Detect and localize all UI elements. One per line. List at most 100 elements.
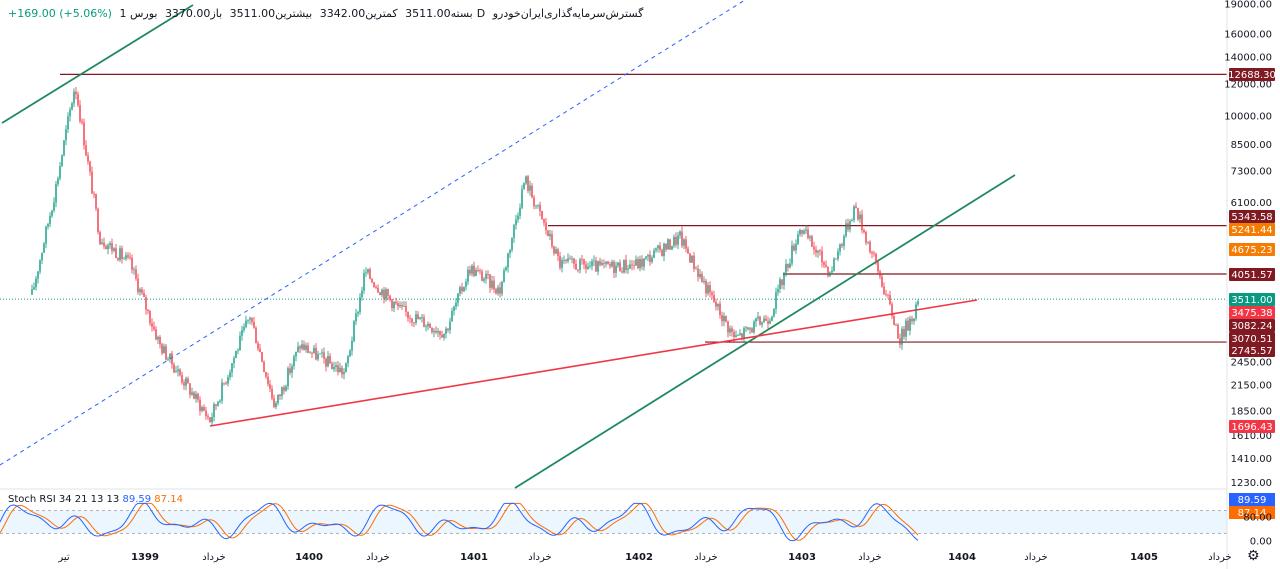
x-tick-label: خرداد: [366, 552, 389, 563]
candle-body: [157, 336, 159, 340]
candle-body: [737, 335, 739, 337]
candle-body: [283, 387, 285, 391]
candle-body: [73, 91, 75, 104]
candle-body: [661, 249, 663, 256]
candle-body: [85, 145, 87, 156]
candle-body: [675, 236, 677, 245]
candle-body: [353, 321, 355, 342]
price-label-text: 4051.57: [1231, 270, 1272, 281]
candle-body: [189, 383, 191, 395]
candle-body: [205, 410, 207, 417]
indicator-params: 34 21 13 13: [58, 494, 120, 505]
candle-body: [371, 278, 373, 283]
price-axis[interactable]: 19000.00 16000.00 14000.00 12000.00 10000.00…: [1224, 0, 1272, 569]
candle-body: [767, 320, 769, 324]
candle-body: [59, 166, 61, 179]
green-top-trendline[interactable]: [1, 4, 194, 124]
x-tick-label: خرداد: [1208, 552, 1231, 563]
candle-body: [345, 363, 347, 372]
candle-body: [485, 274, 487, 279]
candle-body: [145, 297, 147, 310]
candle-body: [813, 246, 815, 250]
candle-body: [229, 372, 231, 378]
candle-body: [33, 287, 35, 290]
candle-body: [361, 290, 363, 298]
candle-body: [657, 245, 659, 249]
candle-body: [677, 235, 679, 245]
candle-body: [277, 394, 279, 404]
red-support-trendline[interactable]: [209, 299, 978, 427]
candle-body: [207, 416, 209, 418]
candle-body: [217, 401, 219, 406]
symbol-name[interactable]: گسترش‌سرمایه‌گذاری‌ایران‌خودرو: [492, 7, 644, 20]
candle-body: [429, 323, 431, 328]
x-tick-label: خرداد: [1024, 552, 1047, 563]
green-rising-trendline[interactable]: [514, 174, 1016, 489]
price-label-badge: [1229, 223, 1275, 236]
candle-body: [35, 278, 37, 288]
candle-body: [179, 369, 181, 376]
candle-body: [633, 265, 635, 267]
candle-body: [63, 140, 65, 156]
candle-body: [803, 230, 805, 234]
candle-body: [483, 278, 485, 281]
candle-body: [795, 243, 797, 251]
candle-body: [643, 258, 645, 267]
change-text: +169.00 (+5.06%): [8, 7, 112, 20]
candle-body: [697, 268, 699, 277]
candle-body: [529, 185, 531, 191]
candle-body: [745, 327, 747, 329]
drawings-layer[interactable]: [0, 0, 1227, 489]
price-labels: 12688.30 5343.58 5241.44 4675.23 4051.57 3511…: [1228, 68, 1276, 433]
blue-channel-trendline[interactable]: [0, 0, 746, 466]
candle-body: [893, 316, 895, 326]
candle-body: [47, 223, 49, 227]
candle-body: [917, 301, 919, 305]
indicator-legend[interactable]: Stoch RSI 34 21 13 13 89.59 87.14: [8, 494, 183, 505]
candle-body: [147, 309, 149, 311]
candle-body: [497, 287, 499, 294]
candle-body: [903, 328, 905, 337]
candle-body: [375, 287, 377, 288]
candle-body: [637, 259, 639, 269]
candle-body: [453, 306, 455, 311]
candle-body: [563, 259, 565, 261]
candle-body: [151, 323, 153, 327]
candle-body: [191, 392, 193, 395]
candle-body: [225, 383, 227, 385]
candle-body: [719, 303, 721, 316]
x-tick-label: خرداد: [858, 552, 881, 563]
candle-body: [171, 353, 173, 365]
candle-body: [821, 250, 823, 263]
candle-body: [597, 261, 599, 272]
candle-body: [641, 259, 643, 267]
candle-body: [885, 294, 887, 296]
candle-body: [327, 356, 329, 367]
y-tick-label: 1610.00: [1231, 431, 1272, 442]
candle-body: [741, 333, 743, 338]
candle-body: [825, 264, 827, 267]
candle-body: [705, 280, 707, 294]
price-label-badge: [1229, 344, 1275, 357]
interval-label[interactable]: 1D: [119, 7, 486, 20]
gear-icon[interactable]: ⚙: [1247, 548, 1260, 564]
candle-body: [115, 248, 117, 259]
price-label-text: 5241.44: [1231, 225, 1272, 236]
candle-body: [519, 207, 521, 216]
candle-body: [71, 103, 73, 110]
candle-body: [899, 338, 901, 345]
candle-body: [53, 202, 55, 211]
candle-body: [901, 328, 903, 345]
candle-body: [275, 403, 277, 408]
candle-body: [743, 328, 745, 338]
candle-body: [101, 242, 103, 245]
x-tick-label: 1405: [1130, 552, 1158, 563]
candle-body: [127, 255, 129, 257]
time-axis[interactable]: تیر 1399 خرداد 1400 خرداد 1401 خرداد 1402 خرداد 1…: [57, 552, 1231, 563]
candle-body: [281, 387, 283, 397]
candle-body: [51, 210, 53, 216]
candle-body: [337, 365, 339, 373]
candle-body: [265, 372, 267, 377]
